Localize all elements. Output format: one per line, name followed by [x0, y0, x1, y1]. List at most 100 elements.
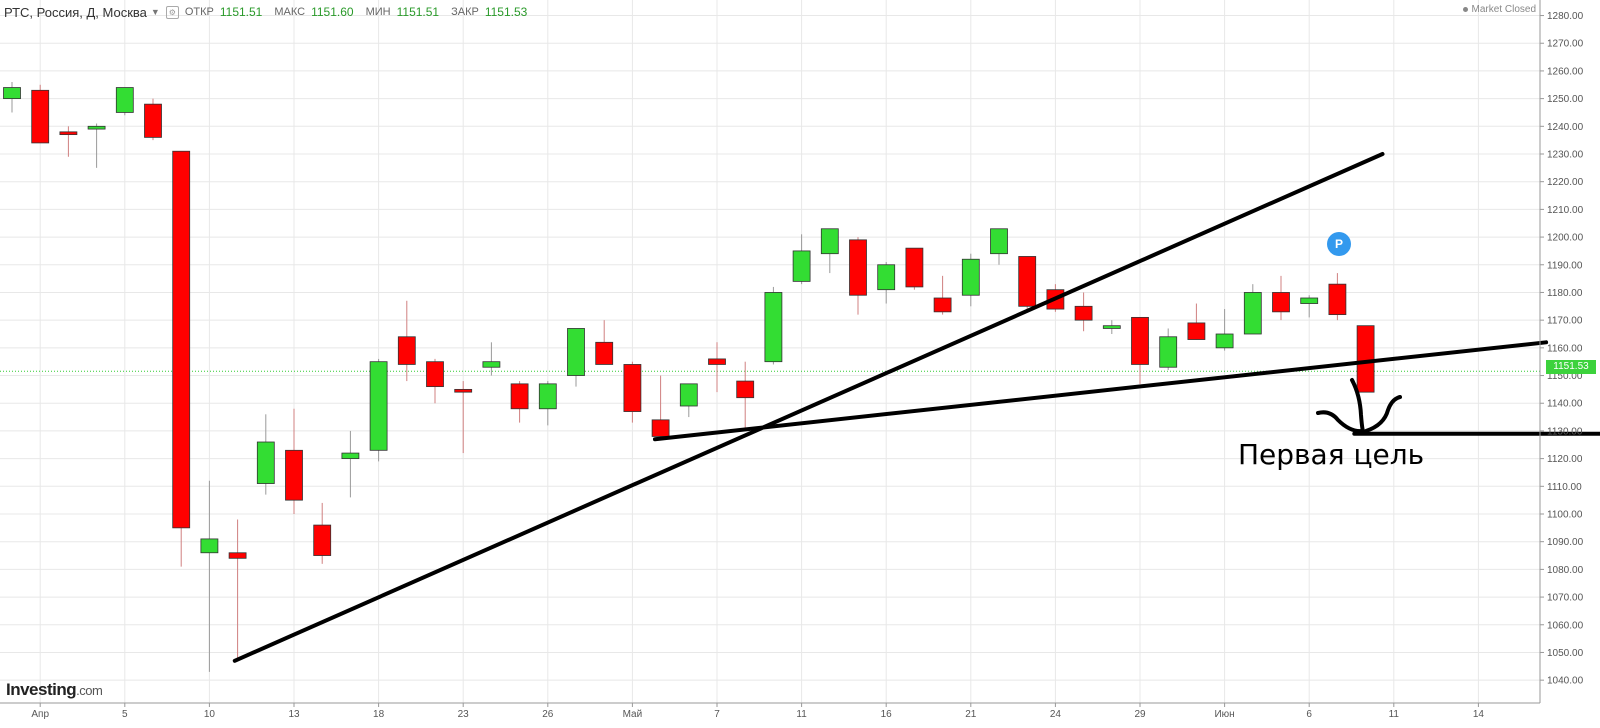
- candle-body: [341, 452, 360, 460]
- candle-body: [1102, 325, 1121, 329]
- axes: 1040.00 1050.00 1060.00 1070.00 1080.00 1090.…: [0, 0, 1584, 720]
- close-label: ЗАКР: [451, 6, 479, 18]
- candle-body: [849, 239, 867, 296]
- y-tick-label: 1080.00: [1547, 565, 1584, 576]
- y-tick-label: 1060.00: [1547, 620, 1584, 631]
- candle-body: [651, 419, 670, 437]
- candle-body: [679, 383, 698, 407]
- open-value: 1151.51: [219, 5, 263, 19]
- y-tick-label: 1160.00: [1547, 343, 1583, 354]
- instrument-title[interactable]: РТС, Россия, Д, Москва: [4, 4, 147, 20]
- settings-icon[interactable]: ⚙: [165, 5, 179, 19]
- candle-body: [877, 264, 896, 291]
- high-label: МАКС: [274, 6, 306, 18]
- x-tick-label: 11: [1389, 709, 1400, 720]
- trendlines: [232, 152, 1600, 663]
- trendline: [652, 340, 1549, 442]
- x-tick-label: 13: [288, 709, 300, 720]
- candle-body: [1328, 283, 1347, 316]
- x-tick-label: 11: [796, 709, 807, 720]
- y-tick-label: 1180.00: [1547, 288, 1583, 299]
- candle-body: [990, 228, 1008, 255]
- x-tick-label: 7: [714, 709, 720, 720]
- y-tick-label: 1050.00: [1547, 648, 1584, 659]
- x-tick-label: 26: [542, 709, 554, 720]
- candle-body: [736, 380, 755, 399]
- current-price-tag: 1151.53: [1546, 360, 1596, 374]
- y-tick-label: 1130.00: [1547, 426, 1583, 437]
- candle-body: [510, 383, 529, 410]
- x-tick-label: Апр: [31, 709, 49, 720]
- chevron-down-icon[interactable]: ▼: [150, 7, 160, 17]
- y-tick-label: 1230.00: [1547, 150, 1584, 161]
- candle-body: [1159, 336, 1178, 368]
- candle-body: [1272, 292, 1290, 313]
- candle-body: [1074, 305, 1093, 321]
- status-dot-icon: [1462, 7, 1468, 12]
- y-tick-label: 1110.00: [1547, 482, 1582, 493]
- candle-body: [115, 87, 134, 113]
- logo-brand: Investing: [6, 680, 77, 699]
- target-annotation: Первая цель: [1238, 438, 1425, 471]
- candle-body: [1131, 316, 1149, 365]
- market-status: Market Closed: [1462, 4, 1536, 15]
- x-tick-label: 21: [965, 709, 977, 720]
- candle-body: [397, 336, 416, 365]
- low-value: 1151.51: [396, 5, 440, 19]
- y-tick-label: 1210.00: [1547, 205, 1584, 216]
- candle-body: [1215, 333, 1234, 349]
- y-tick-label: 1070.00: [1547, 593, 1584, 604]
- y-tick-label: 1140.00: [1547, 399, 1583, 410]
- event-marker-icon[interactable]: P: [1327, 232, 1351, 256]
- x-tick-label: 5: [122, 709, 128, 720]
- x-tick-label: 16: [881, 709, 893, 720]
- candle-body: [200, 538, 219, 554]
- candle-body: [961, 258, 980, 296]
- y-tick-label: 1250.00: [1547, 94, 1584, 105]
- candle-body: [285, 449, 303, 501]
- y-tick-label: 1200.00: [1547, 233, 1584, 244]
- candle-body: [1187, 322, 1206, 340]
- brand-logo: Investing.com: [6, 680, 103, 700]
- candle-body: [426, 361, 444, 388]
- candle-body: [313, 524, 332, 556]
- y-tick-label: 1240.00: [1547, 122, 1584, 133]
- y-tick-label: 1270.00: [1547, 39, 1584, 50]
- y-tick-label: 1150.00: [1547, 371, 1583, 382]
- candle-body: [454, 388, 473, 393]
- candle-body: [933, 297, 952, 313]
- x-tick-label: 10: [204, 709, 216, 720]
- candle-body: [792, 250, 811, 282]
- y-tick-label: 1280.00: [1547, 11, 1584, 22]
- candle-body: [820, 228, 839, 255]
- candle-body: [1356, 325, 1375, 393]
- candle-body: [482, 361, 501, 368]
- candle-body: [228, 552, 247, 559]
- close-value: 1151.53: [484, 5, 528, 19]
- candle-body: [764, 292, 783, 363]
- candle-body: [905, 247, 924, 288]
- candle-body: [623, 364, 642, 412]
- high-value: 1151.60: [311, 5, 354, 19]
- candle-body: [369, 361, 388, 451]
- y-tick-label: 1120.00: [1547, 454, 1583, 465]
- chart-header: РТС, Россия, Д, Москва ▼ ⚙ ОТКР 1151.51 …: [4, 2, 533, 22]
- candle-body: [567, 328, 585, 376]
- x-tick-label: Май: [623, 709, 643, 720]
- candle-body: [172, 150, 191, 529]
- y-tick-label: 1090.00: [1547, 537, 1584, 548]
- candle-body: [144, 103, 162, 138]
- candle-body: [31, 89, 50, 144]
- market-status-text: Market Closed: [1471, 4, 1536, 15]
- candle-body: [256, 441, 275, 484]
- candle-body: [87, 125, 106, 130]
- candle-body: [1243, 292, 1262, 335]
- candle-body: [708, 358, 726, 365]
- candle-body: [1300, 297, 1319, 304]
- y-tick-label: 1220.00: [1547, 177, 1584, 188]
- x-tick-label: 18: [373, 709, 385, 720]
- candles: [3, 82, 1375, 672]
- y-tick-label: 1190.00: [1547, 260, 1583, 271]
